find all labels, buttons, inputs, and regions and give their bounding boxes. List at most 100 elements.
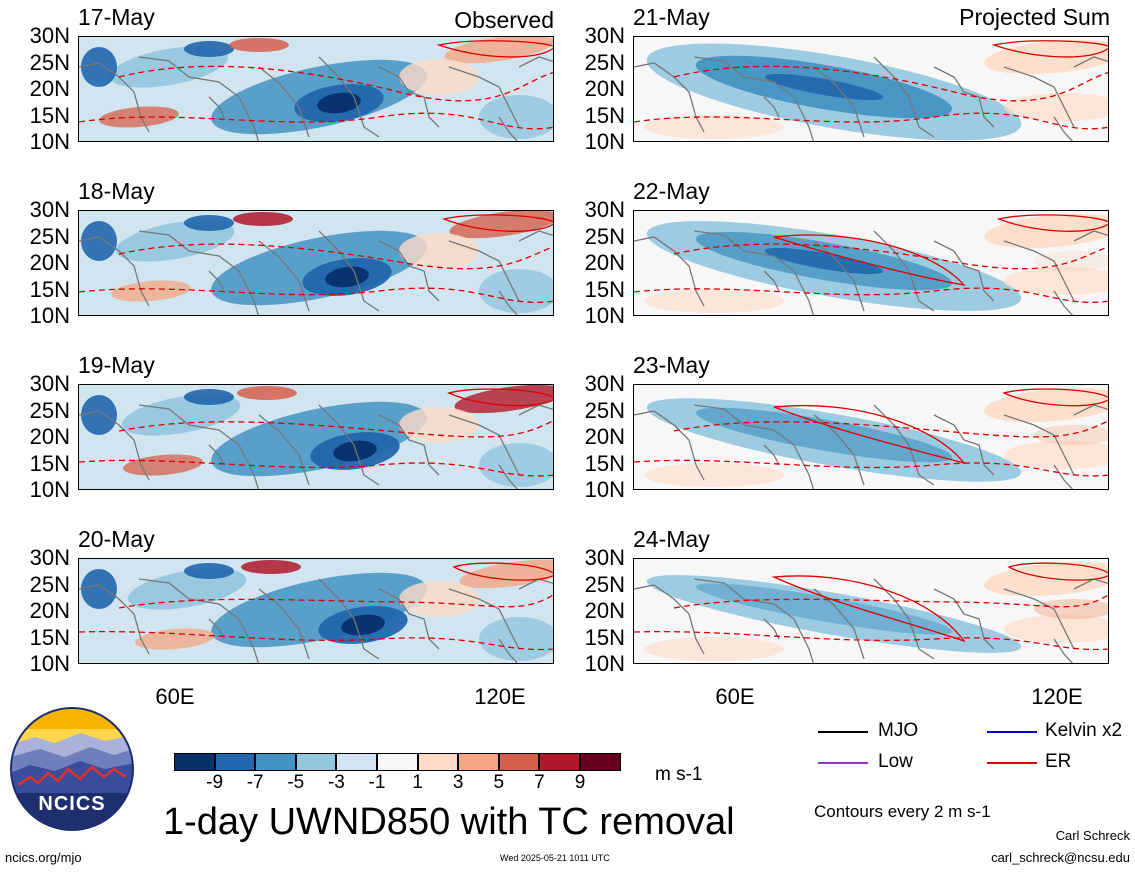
colorbar-label-8: 7	[534, 772, 545, 793]
colorbar-label-1: -7	[246, 772, 264, 793]
panel-date-observed-3: 20-May	[78, 526, 155, 552]
lat-tick-observed-3-1: 25N	[29, 571, 70, 597]
map-panel-observed-2	[78, 384, 554, 490]
mjo-legend-label: MJO	[878, 720, 919, 741]
kelvin-legend-label: Kelvin x2	[1045, 720, 1123, 741]
projected-label: Projected Sum	[959, 4, 1110, 30]
lat-tick-projected-2-2: 20N	[584, 424, 625, 449]
colorbar-swatch-7	[458, 753, 499, 771]
colorbar-swatch-4	[336, 753, 377, 771]
lat-tick-observed-2-1: 25N	[29, 397, 70, 423]
colorbar-swatch-10	[580, 753, 621, 771]
colorbar-label-6: 3	[452, 772, 464, 793]
colorbar-label-0: -9	[206, 772, 224, 793]
lat-tick-projected-3-4: 10N	[584, 651, 625, 676]
colorbar-swatch-5	[377, 753, 418, 771]
panel-date-observed-0: 17-May	[78, 4, 155, 30]
lat-tick-observed-2-4: 10N	[29, 477, 70, 502]
colorbar-units: m s-1	[655, 764, 703, 785]
lat-tick-projected-0-4: 10N	[584, 129, 625, 154]
colorbar-swatch-3	[295, 753, 337, 771]
panel-date-projected-3: 24-May	[633, 526, 710, 552]
lat-tick-projected-1-0: 30N	[584, 197, 625, 222]
colorbar-label-4: -1	[368, 772, 386, 793]
footer-email[interactable]: carl_schreck@ncsu.edu	[991, 850, 1130, 865]
footer-author: Carl Schreck	[1055, 828, 1130, 843]
er-legend-label: ER	[1045, 751, 1072, 772]
lat-tick-projected-2-3: 15N	[584, 450, 625, 476]
colorbar-swatch-9	[539, 753, 580, 771]
lat-tick-projected-2-4: 10N	[584, 477, 625, 502]
map-panel-observed-3	[78, 558, 554, 664]
colorbar-swatch-1	[214, 753, 256, 771]
lat-tick-observed-1-4: 10N	[29, 303, 70, 328]
lat-tick-observed-2-2: 20N	[29, 424, 70, 449]
figure-title: 1-day UWND850 with TC removal	[163, 801, 735, 843]
panel-date-projected-0: 21-May	[633, 4, 710, 30]
colorbar-label-5: 1	[412, 772, 423, 793]
lat-tick-observed-3-4: 10N	[29, 651, 70, 676]
footer-url[interactable]: ncics.org/mjo	[5, 850, 82, 865]
ncics-logo: NCICS	[10, 707, 134, 831]
lat-tick-observed-3-0: 30N	[29, 545, 70, 570]
lat-tick-observed-0-3: 15N	[29, 102, 70, 128]
lat-tick-observed-0-0: 30N	[29, 23, 70, 48]
colorbar-label-9: 9	[574, 772, 586, 793]
lat-tick-projected-2-1: 25N	[584, 397, 625, 423]
lat-tick-projected-1-2: 20N	[584, 250, 625, 275]
lat-tick-projected-3-3: 15N	[584, 624, 625, 650]
lat-tick-observed-0-4: 10N	[29, 129, 70, 154]
map-panel-observed-1	[78, 210, 554, 316]
lat-tick-observed-2-0: 30N	[29, 371, 70, 396]
colorbar-label-7: 5	[493, 772, 505, 793]
kelvin-legend-line	[987, 731, 1037, 733]
lat-tick-projected-0-0: 30N	[584, 23, 625, 48]
lat-tick-observed-1-0: 30N	[29, 197, 70, 222]
lat-tick-projected-3-2: 20N	[584, 598, 625, 623]
low-legend-label: Low	[878, 751, 913, 772]
lon-tick-60e-right: 60E	[715, 684, 755, 709]
lon-tick-120e-right: 120E	[1031, 684, 1083, 709]
logo-text: NCICS	[38, 793, 106, 815]
low-legend-line	[818, 762, 868, 764]
colorbar-swatch-8	[498, 753, 540, 771]
footer-timestamp: Wed 2025-05-21 1011 UTC	[500, 853, 610, 863]
lat-tick-projected-3-1: 25N	[584, 571, 625, 597]
lat-tick-observed-2-3: 15N	[29, 450, 70, 476]
lat-tick-projected-0-2: 20N	[584, 76, 625, 101]
panel-date-projected-1: 22-May	[633, 178, 710, 204]
colorbar-swatch-2	[255, 753, 296, 771]
lat-tick-projected-3-0: 30N	[584, 545, 625, 570]
contour-note: Contours every 2 m s-1	[814, 802, 991, 821]
map-panel-projected-0	[633, 36, 1109, 142]
map-panel-observed-0	[78, 36, 554, 142]
panel-date-observed-2: 19-May	[78, 352, 155, 378]
er-legend-line	[987, 762, 1037, 764]
lat-tick-projected-2-0: 30N	[584, 371, 625, 396]
lon-tick-60e-left: 60E	[155, 684, 195, 709]
colorbar-label-2: -5	[287, 772, 305, 793]
colorbar-label-3: -3	[327, 772, 345, 793]
lat-tick-observed-1-1: 25N	[29, 223, 70, 249]
lat-tick-observed-1-2: 20N	[29, 250, 70, 275]
map-panel-projected-2	[633, 384, 1109, 490]
panel-date-observed-1: 18-May	[78, 178, 155, 204]
colorbar-swatch-0	[174, 753, 215, 771]
lat-tick-projected-1-4: 10N	[584, 303, 625, 328]
lat-tick-observed-0-1: 25N	[29, 49, 70, 75]
lat-tick-projected-1-1: 25N	[584, 223, 625, 249]
lat-tick-observed-0-2: 20N	[29, 76, 70, 101]
map-panel-projected-3	[633, 558, 1109, 664]
map-panel-projected-1	[633, 210, 1109, 316]
lat-tick-projected-0-1: 25N	[584, 49, 625, 75]
lat-tick-projected-0-3: 15N	[584, 102, 625, 128]
lat-tick-observed-1-3: 15N	[29, 276, 70, 302]
lat-tick-observed-3-3: 15N	[29, 624, 70, 650]
lat-tick-projected-1-3: 15N	[584, 276, 625, 302]
observed-label: Observed	[454, 7, 554, 33]
colorbar-swatch-6	[417, 753, 459, 771]
lon-tick-120e-left: 120E	[474, 684, 526, 709]
panel-date-projected-2: 23-May	[633, 352, 710, 378]
lat-tick-observed-3-2: 20N	[29, 598, 70, 623]
mjo-legend-line	[818, 731, 868, 733]
